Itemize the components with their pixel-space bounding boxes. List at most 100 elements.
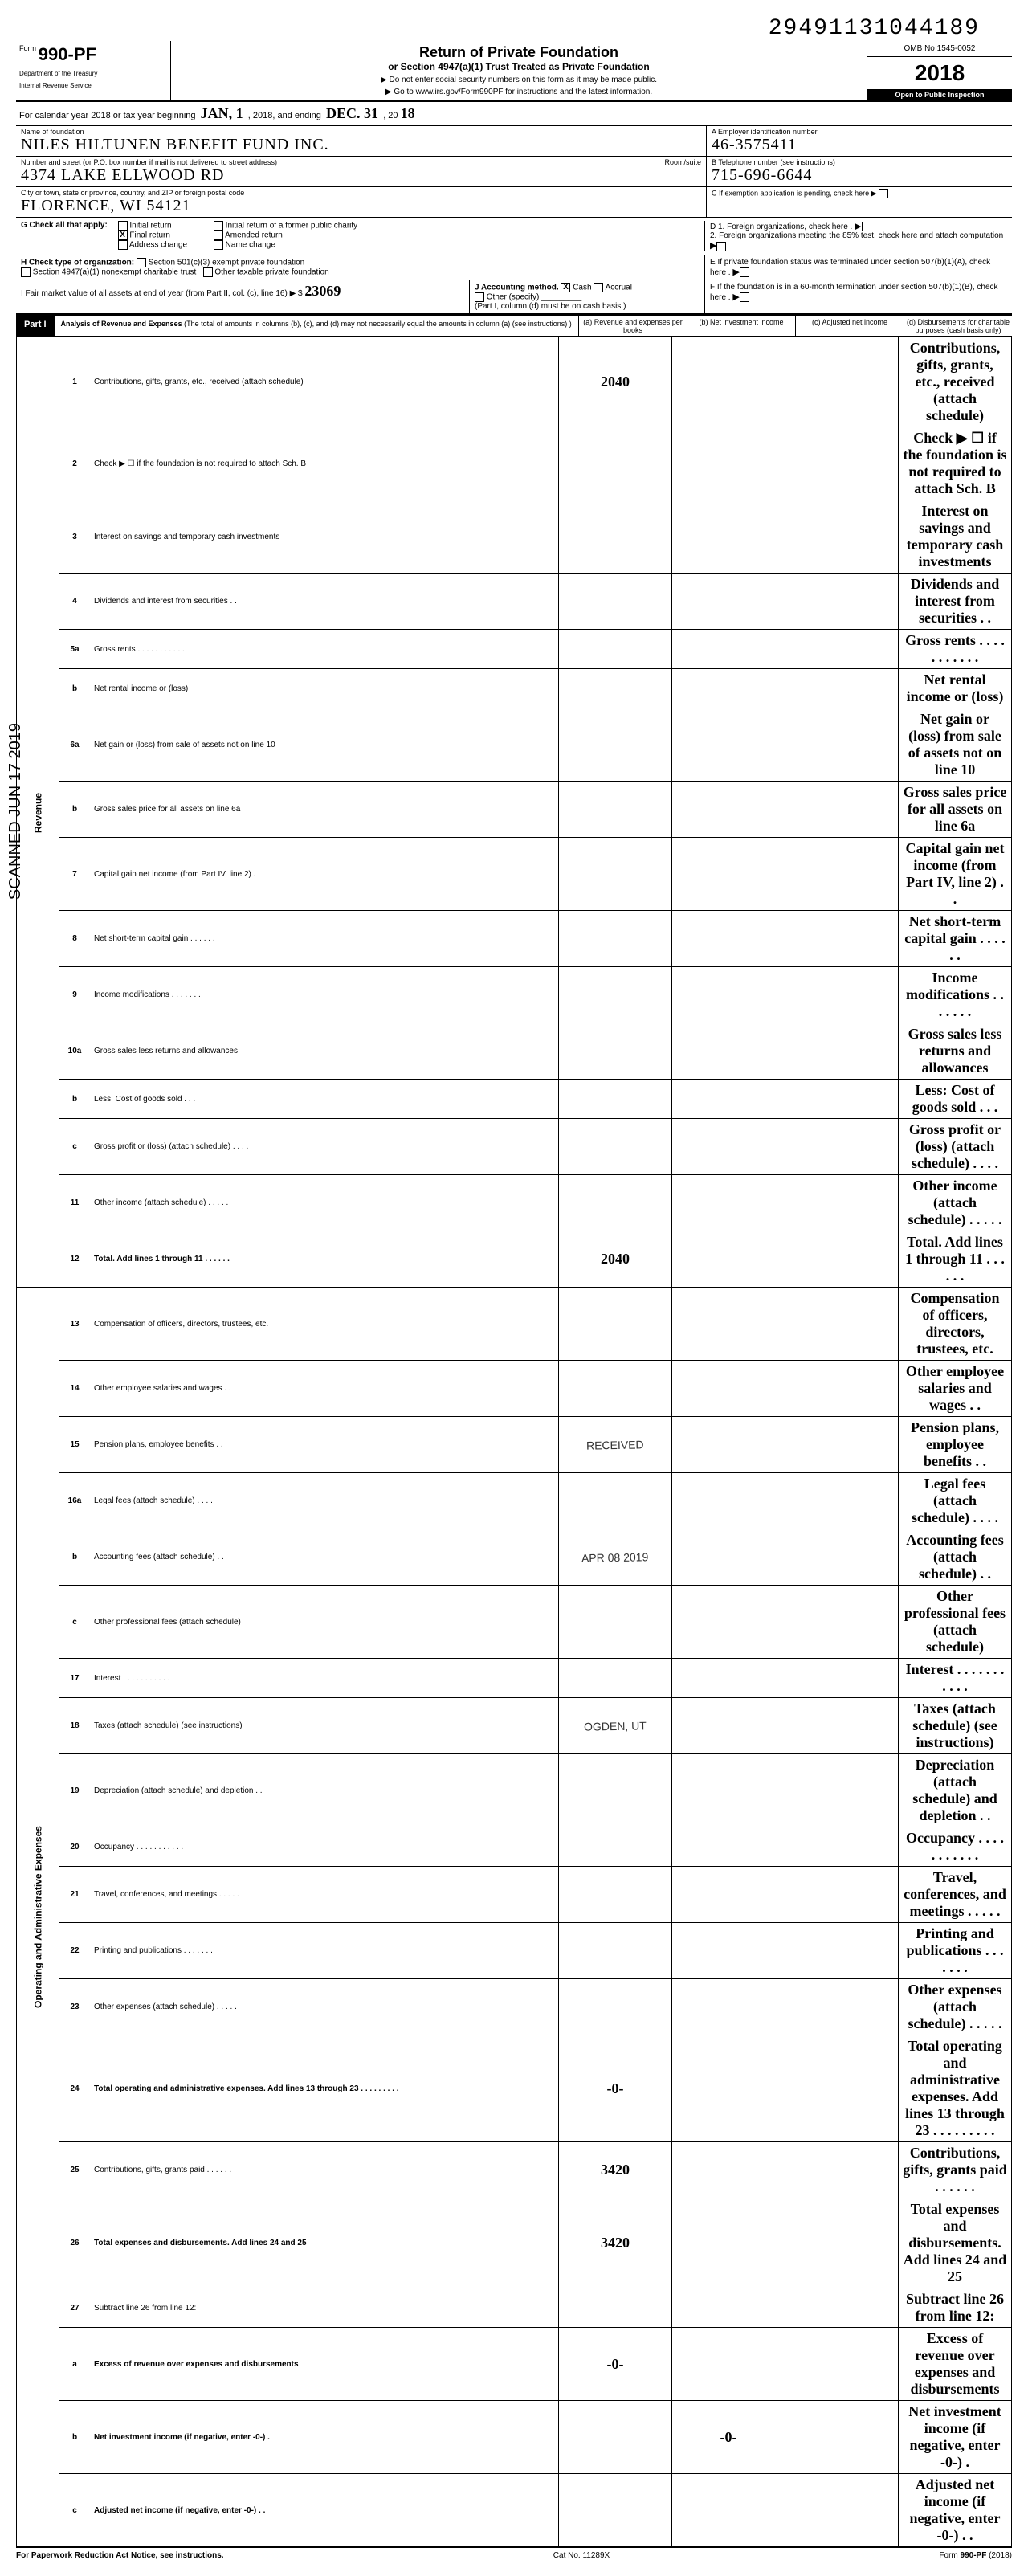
cell-col-c (785, 1175, 899, 1231)
scanned-stamp: SCANNED JUN 17 2019 (6, 723, 25, 900)
line-description: Taxes (attach schedule) (see instruction… (90, 1698, 559, 1754)
ein-cell: A Employer identification number 46-3575… (707, 126, 1012, 157)
cell-col-c (785, 782, 899, 838)
line-description: Contributions, gifts, grants, etc., rece… (90, 337, 559, 427)
g-initial-checkbox[interactable] (118, 221, 128, 231)
cell-col-d: Total expenses and disbursements. Add li… (899, 2198, 1012, 2288)
e-checkbox[interactable] (740, 267, 749, 277)
table-row: 3Interest on savings and temporary cash … (17, 500, 1012, 574)
tax-year: 20201818 (867, 57, 1012, 89)
cell-col-b (672, 2198, 785, 2288)
cell-col-d: Dividends and interest from securities .… (899, 574, 1012, 630)
line-description: Compensation of officers, directors, tru… (90, 1288, 559, 1361)
cell-col-c (785, 630, 899, 669)
cell-col-c (785, 500, 899, 574)
c-checkbox[interactable] (879, 189, 888, 198)
d1-checkbox[interactable] (862, 222, 871, 231)
cell-col-b (672, 630, 785, 669)
cell-col-d: Subtract line 26 from line 12: (899, 2288, 1012, 2328)
line-description: Legal fees (attach schedule) . . . . (90, 1473, 559, 1529)
cell-col-a (559, 1361, 672, 1417)
line-number: 15 (59, 1417, 91, 1473)
line-description: Accounting fees (attach schedule) . . (90, 1529, 559, 1586)
line-number: 14 (59, 1361, 91, 1417)
cell-col-d: Contributions, gifts, grants, etc., rece… (899, 337, 1012, 427)
line-description: Total expenses and disbursements. Add li… (90, 2198, 559, 2288)
cell-col-a (559, 1979, 672, 2035)
g-final-checkbox[interactable]: X (118, 231, 128, 240)
cell-col-d: Total operating and administrative expen… (899, 2035, 1012, 2142)
line-number: 10a (59, 1023, 91, 1080)
cell-col-b (672, 1080, 785, 1119)
line-description: Income modifications . . . . . . . (90, 967, 559, 1023)
line-number: a (59, 2328, 91, 2401)
g-initial-former-checkbox[interactable] (214, 221, 223, 231)
j-note: (Part I, column (d) must be on cash basi… (475, 302, 626, 311)
line-description: Pension plans, employee benefits . . (90, 1417, 559, 1473)
table-row: bNet rental income or (loss)Net rental i… (17, 669, 1012, 708)
cell-col-b (672, 1231, 785, 1288)
j-other-checkbox[interactable] (475, 292, 484, 302)
g-amended-checkbox[interactable] (214, 231, 223, 240)
line-number: 19 (59, 1754, 91, 1827)
h-4947-checkbox[interactable] (21, 267, 31, 277)
table-row: cAdjusted net income (if negative, enter… (17, 2474, 1012, 2547)
i-label: I Fair market value of all assets at end… (21, 289, 303, 298)
title-note1: ▶ Do not enter social security numbers o… (177, 76, 860, 84)
line-description: Adjusted net income (if negative, enter … (90, 2474, 559, 2547)
cell-col-d: Less: Cost of goods sold . . . (899, 1080, 1012, 1119)
line-number: 7 (59, 838, 91, 911)
line-number: 18 (59, 1698, 91, 1754)
g-initial: Initial return (129, 222, 171, 231)
h-other-checkbox[interactable] (203, 267, 213, 277)
line-description: Total. Add lines 1 through 11 . . . . . … (90, 1231, 559, 1288)
table-row: 22Printing and publications . . . . . . … (17, 1923, 1012, 1979)
cell-col-d: Total. Add lines 1 through 11 . . . . . … (899, 1231, 1012, 1288)
cell-col-c (785, 669, 899, 708)
cell-col-c (785, 2328, 899, 2401)
table-row: 8Net short-term capital gain . . . . . .… (17, 911, 1012, 967)
line-number: 11 (59, 1175, 91, 1231)
table-row: 5aGross rents . . . . . . . . . . .Gross… (17, 630, 1012, 669)
c-label: C If exemption application is pending, c… (712, 189, 877, 197)
table-row: 21Travel, conferences, and meetings . . … (17, 1867, 1012, 1923)
cell-col-c (785, 2035, 899, 2142)
cell-col-b (672, 1361, 785, 1417)
cell-col-d: Capital gain net income (from Part IV, l… (899, 838, 1012, 911)
name-cell: Name of foundation NILES HILTUNEN BENEFI… (16, 126, 706, 157)
col-c-head: (c) Adjusted net income (795, 316, 904, 336)
table-row: 15Pension plans, employee benefits . .RE… (17, 1417, 1012, 1473)
year-box: OMB No 1545-0052 20201818 Open to Public… (867, 41, 1012, 100)
h-501-checkbox[interactable] (137, 258, 146, 267)
phone-value: 715-696-6644 (712, 166, 1007, 185)
cell-col-c (785, 1473, 899, 1529)
cell-col-a (559, 630, 672, 669)
h-501: Section 501(c)(3) exempt private foundat… (149, 258, 305, 267)
form-prefix: Form (19, 44, 36, 52)
cell-col-c (785, 967, 899, 1023)
f-checkbox[interactable] (740, 292, 749, 302)
j-cash-checkbox[interactable]: X (561, 283, 570, 292)
h-other: Other taxable private foundation (214, 267, 328, 276)
line-description: Net gain or (loss) from sale of assets n… (90, 708, 559, 782)
j-accrual-checkbox[interactable] (594, 283, 603, 292)
cell-col-b (672, 1417, 785, 1473)
tax-year-label2: , 2018, and ending (248, 111, 321, 120)
cell-col-a (559, 574, 672, 630)
address-value: 4374 LAKE ELLWOOD RD (21, 166, 701, 185)
g-namechange-checkbox[interactable] (214, 240, 223, 250)
cell-col-c (785, 1586, 899, 1659)
cell-col-b (672, 1288, 785, 1361)
form-header: Form 990-PF Department of the Treasury I… (16, 41, 1012, 102)
cell-col-d: Taxes (attach schedule) (see instruction… (899, 1698, 1012, 1754)
cell-col-c (785, 1698, 899, 1754)
line-number: b (59, 1080, 91, 1119)
address-label: Number and street (or P.O. box number if… (21, 158, 277, 166)
cell-col-b (672, 967, 785, 1023)
line-description: Net short-term capital gain . . . . . . (90, 911, 559, 967)
cell-col-c (785, 2474, 899, 2547)
cell-col-d: Net short-term capital gain . . . . . . (899, 911, 1012, 967)
d2-checkbox[interactable] (716, 242, 726, 251)
g-address-checkbox[interactable] (118, 240, 128, 250)
line-number: 20 (59, 1827, 91, 1867)
